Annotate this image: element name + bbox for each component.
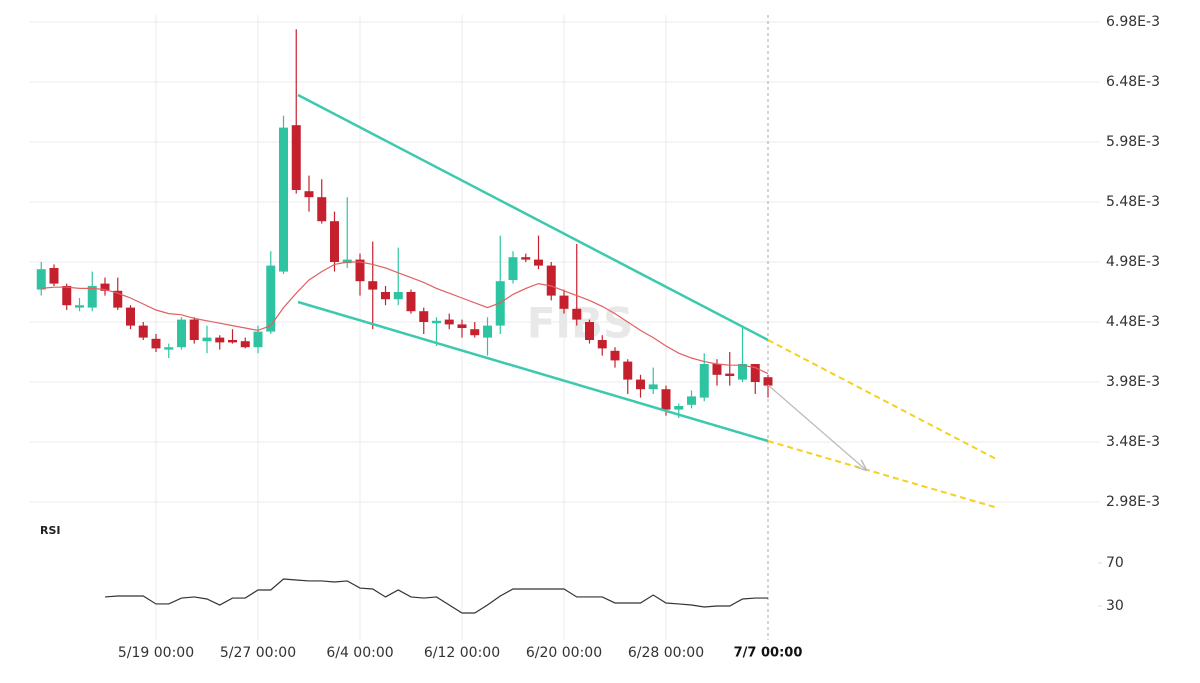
x-tick-label: 6/12 00:00 — [424, 645, 500, 661]
candle-body — [393, 292, 403, 300]
moving-average — [41, 261, 769, 375]
candle-body — [521, 257, 531, 260]
candle-body — [699, 364, 709, 398]
candle-body — [100, 283, 110, 291]
candle-body — [279, 127, 288, 272]
x-tick-label: 6/28 00:00 — [628, 645, 704, 661]
x-tick-label: 7/7 00:00 — [734, 646, 803, 661]
candle-body — [164, 347, 174, 350]
trendline-upper — [297, 93, 769, 342]
candle-body — [368, 281, 378, 290]
candle-body — [572, 308, 582, 320]
candle-body — [253, 331, 263, 348]
candle-body — [202, 337, 212, 342]
candle-body — [291, 125, 301, 190]
x-tick-label: 6/20 00:00 — [526, 645, 602, 661]
y-tick-label: 3.48E-3 — [1106, 434, 1160, 450]
candle-body — [750, 364, 760, 382]
candle-body — [763, 377, 773, 386]
x-tick-label: 5/27 00:00 — [220, 645, 296, 661]
candle-body — [674, 406, 684, 410]
candle-body — [330, 221, 339, 262]
candle-body — [559, 295, 569, 309]
candle-body — [483, 325, 492, 338]
candle-body — [177, 319, 186, 348]
watermark: FIBS — [527, 299, 634, 348]
candle-body — [49, 268, 59, 284]
projection-upper — [767, 339, 999, 461]
candle-body — [636, 379, 645, 390]
trendline-lower — [297, 300, 769, 443]
candle-body — [215, 337, 225, 343]
candle-body — [457, 324, 467, 328]
candle-body — [36, 269, 46, 290]
candle-body — [432, 320, 441, 324]
projection-lower — [767, 440, 999, 509]
y-tick-label: 6.48E-3 — [1106, 74, 1160, 90]
candle-body — [534, 259, 543, 266]
y-tick-label: 5.48E-3 — [1106, 194, 1160, 210]
y-tick-label: 5.98E-3 — [1106, 134, 1160, 150]
rsi-line — [104, 578, 768, 614]
candle-body — [406, 292, 416, 312]
rsi-tick-label: 30 — [1106, 598, 1124, 614]
candle-body — [661, 389, 671, 410]
candle-body — [444, 319, 454, 325]
candle-body — [687, 396, 696, 405]
candle-body — [355, 259, 365, 282]
candle-body — [266, 265, 276, 332]
candle-body — [648, 384, 658, 390]
candle-body — [113, 290, 123, 308]
candle-body — [304, 191, 314, 198]
candle-body — [240, 341, 250, 348]
y-tick-label: 3.98E-3 — [1106, 374, 1160, 390]
candle-body — [597, 340, 607, 349]
candle-body — [189, 319, 199, 340]
candle-body — [381, 292, 390, 300]
candle-body — [228, 340, 237, 343]
candle-body — [546, 265, 556, 296]
x-tick-label: 6/4 00:00 — [326, 645, 393, 661]
candle-body — [470, 329, 480, 336]
candle-body — [712, 364, 722, 375]
projection-arrow — [767, 384, 866, 470]
y-tick-label: 4.48E-3 — [1106, 314, 1160, 330]
rsi-label: RSI — [40, 524, 61, 537]
candle-body — [725, 373, 735, 376]
candle-body — [508, 257, 518, 280]
candle-body — [138, 325, 148, 338]
candle-body — [317, 197, 327, 222]
rsi-tick-label: 70 — [1106, 555, 1124, 571]
y-tick-label: 2.98E-3 — [1106, 494, 1160, 510]
candle-body — [610, 350, 620, 361]
candle-body — [738, 364, 747, 380]
candle-body — [126, 307, 135, 326]
candle-body — [585, 322, 594, 340]
y-tick-label: 4.98E-3 — [1106, 254, 1160, 270]
candle-body — [62, 286, 72, 306]
candle-body — [87, 286, 97, 308]
y-tick-label: 6.98E-3 — [1106, 14, 1160, 30]
candle-body — [623, 361, 633, 380]
marks — [36, 29, 773, 614]
candle-body — [419, 311, 429, 322]
candle-body — [151, 338, 161, 349]
drawings — [297, 93, 999, 509]
x-tick-label: 5/19 00:00 — [118, 645, 194, 661]
candle-body — [75, 305, 84, 308]
